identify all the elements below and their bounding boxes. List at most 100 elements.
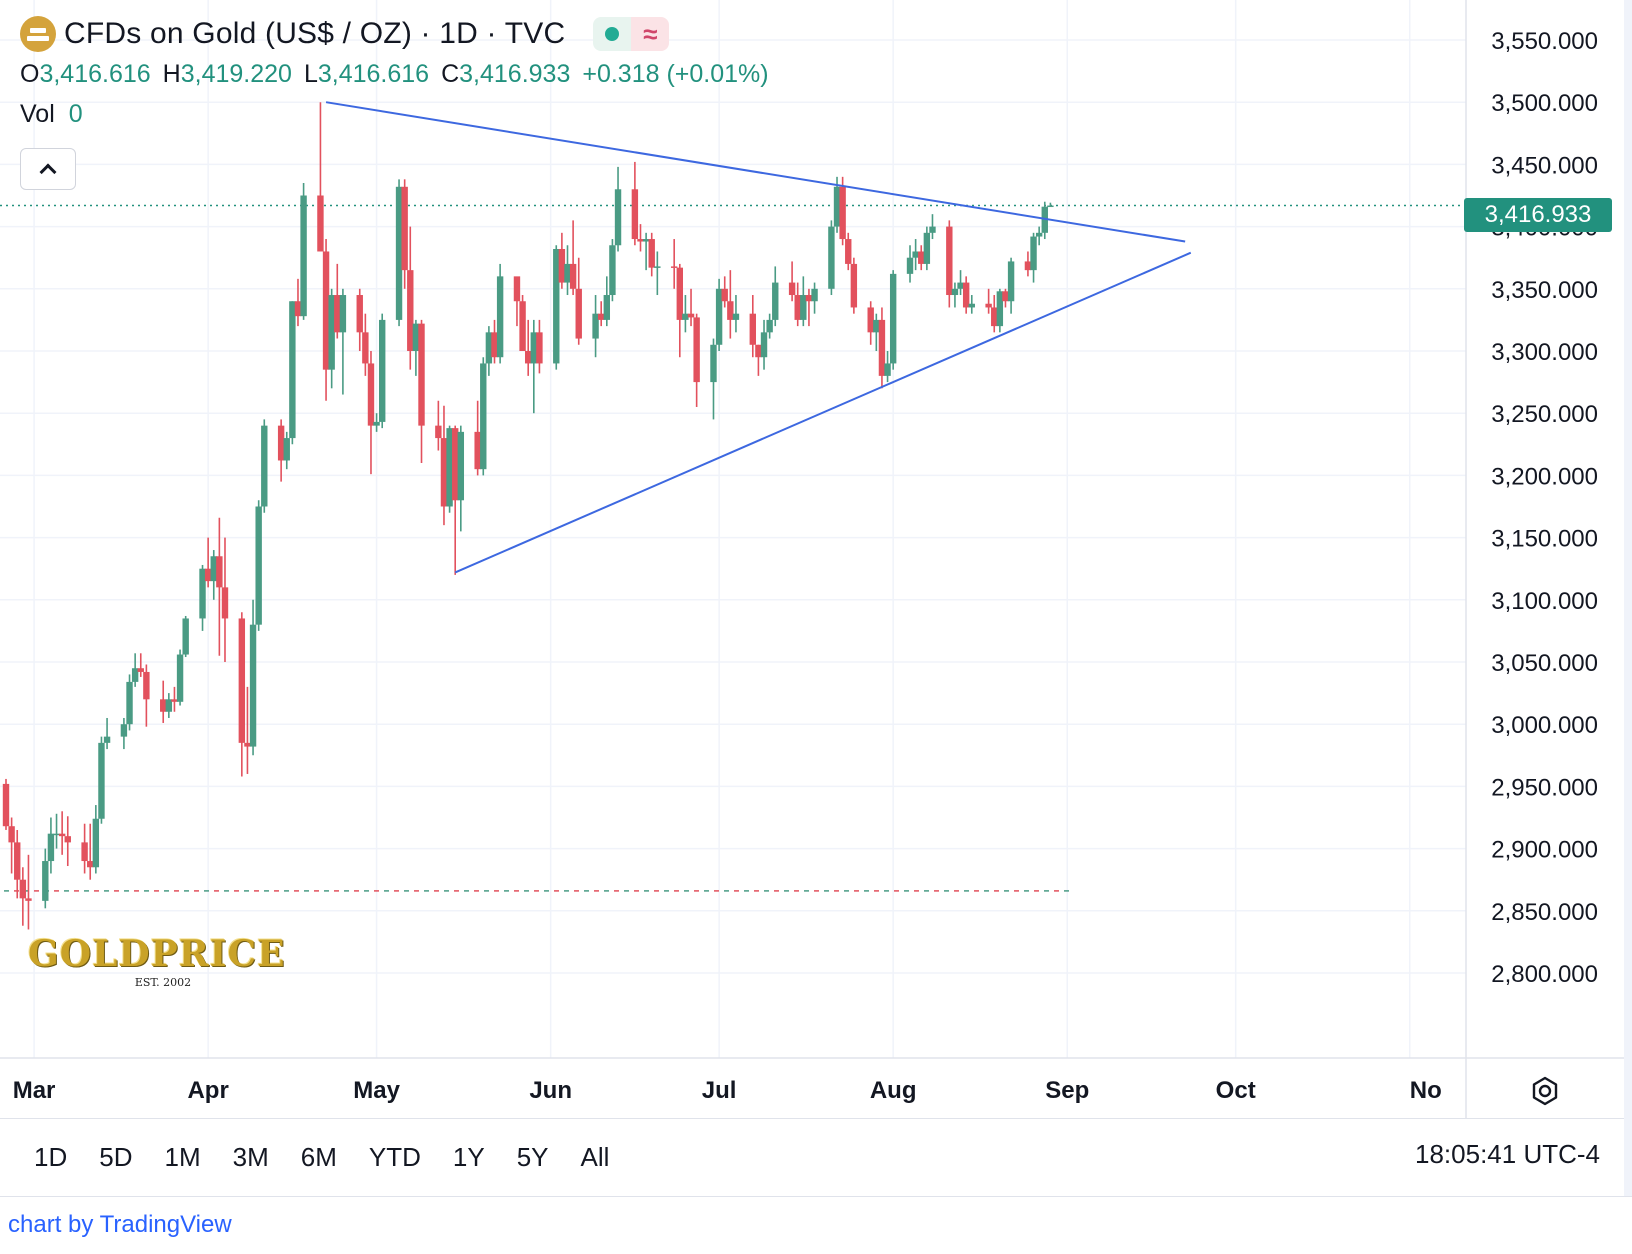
candle-body [513, 276, 521, 302]
candle-body [2, 783, 10, 827]
candle-body [614, 189, 622, 246]
candle [1024, 251, 1032, 277]
time-tick-label: Aug [870, 1077, 917, 1104]
candle [176, 649, 184, 706]
support-trendline [454, 251, 1192, 574]
candle [334, 263, 341, 339]
range-button-5y[interactable]: 5Y [516, 1142, 549, 1172]
tradingview-credit-link[interactable]: chart by TradingView [8, 1211, 232, 1238]
candle-body [693, 317, 700, 383]
candle-body [137, 668, 144, 672]
symbol-title[interactable]: CFDs on Gold (US$ / OZ) · 1D · TVC [64, 17, 566, 50]
candle [749, 295, 756, 358]
candle [1041, 201, 1048, 240]
candle-body [519, 301, 526, 351]
candle [614, 166, 622, 252]
candle [670, 239, 678, 289]
candle-body [996, 291, 1004, 327]
candle [631, 161, 639, 246]
candle-body [103, 736, 111, 743]
candle [496, 263, 504, 364]
candle-body [42, 861, 49, 901]
candle-body [833, 186, 841, 227]
candle-body [81, 842, 88, 862]
candle [255, 500, 262, 631]
watermark-brand: GOLDPRICE [28, 933, 286, 975]
ohlc-values: O 3,416.616 H 3,419.220 L 3,416.616 C 3,… [20, 56, 781, 92]
candle-body [766, 319, 773, 333]
candle-body [755, 344, 762, 358]
candle-body [480, 363, 487, 470]
candle [592, 295, 599, 358]
candle [929, 214, 936, 240]
candle [171, 686, 178, 712]
range-button-all[interactable]: All [580, 1142, 610, 1172]
candle-body [850, 263, 858, 308]
clock[interactable]: 18:05:41 UTC-4 [1415, 1139, 1600, 1169]
candle-body [322, 251, 330, 370]
candle-body [300, 195, 307, 317]
collapse-legend-button[interactable] [20, 148, 76, 190]
time-tick-label: Jul [702, 1077, 737, 1104]
price-tick-label: 3,350.000 [1491, 277, 1598, 304]
candle [53, 813, 60, 849]
gear-icon[interactable] [1528, 1074, 1562, 1108]
range-button-5d[interactable]: 5D [99, 1142, 133, 1172]
candle [98, 736, 105, 824]
candle [221, 537, 229, 662]
time-tick-label: No [1410, 1077, 1442, 1104]
candle [491, 319, 498, 364]
candle-body [592, 313, 599, 339]
candle [435, 400, 442, 451]
range-button-1d[interactable]: 1D [34, 1142, 68, 1172]
candle-body [558, 248, 566, 283]
price-tick-label: 3,250.000 [1491, 401, 1598, 428]
candle [564, 245, 571, 296]
range-button-1y[interactable]: 1Y [452, 1142, 485, 1172]
candle [474, 400, 481, 476]
candle-body [957, 282, 964, 289]
candle [569, 220, 577, 296]
candle [81, 823, 88, 874]
candle [760, 319, 768, 370]
candle [92, 805, 100, 874]
status-pill[interactable]: ≈ [593, 17, 670, 51]
candle [710, 338, 717, 420]
candle-body [721, 288, 728, 302]
range-button-1m[interactable]: 1M [164, 1142, 201, 1172]
volume-label: Vol [20, 99, 55, 128]
range-button-ytd[interactable]: YTD [368, 1142, 421, 1172]
candle [87, 823, 94, 880]
candle-body [682, 313, 689, 320]
close-key: C [441, 59, 460, 88]
candle-body [446, 428, 453, 507]
price-tick-label: 3,450.000 [1491, 152, 1598, 179]
candle-body [58, 833, 66, 837]
candle-body [760, 332, 768, 358]
candlestick-chart[interactable]: 3,550.0003,500.0003,450.0003,400.0003,35… [0, 0, 1632, 1118]
range-button-6m[interactable]: 6M [300, 1142, 337, 1172]
live-dot-icon [593, 17, 632, 51]
candle-body [334, 295, 341, 333]
price-tick-label: 2,850.000 [1491, 899, 1598, 926]
candle [906, 245, 914, 283]
candle [912, 239, 919, 271]
candle-body [289, 301, 296, 439]
candle [182, 615, 189, 658]
candle-body [727, 301, 734, 320]
candle [317, 102, 324, 252]
chart-area[interactable]: 3,550.0003,500.0003,450.0003,400.0003,35… [0, 0, 1632, 1196]
candle [637, 224, 644, 252]
candle [412, 319, 420, 376]
candle-body [985, 303, 992, 308]
candle [25, 854, 32, 930]
candle-body [485, 332, 493, 364]
range-button-3m[interactable]: 3M [232, 1142, 269, 1172]
candle-body [929, 226, 936, 233]
candle [918, 245, 925, 271]
candle [47, 817, 55, 874]
price-tick-label: 3,300.000 [1491, 339, 1598, 366]
candle-body [642, 239, 650, 242]
candle-body [120, 724, 128, 737]
candle [322, 239, 330, 401]
